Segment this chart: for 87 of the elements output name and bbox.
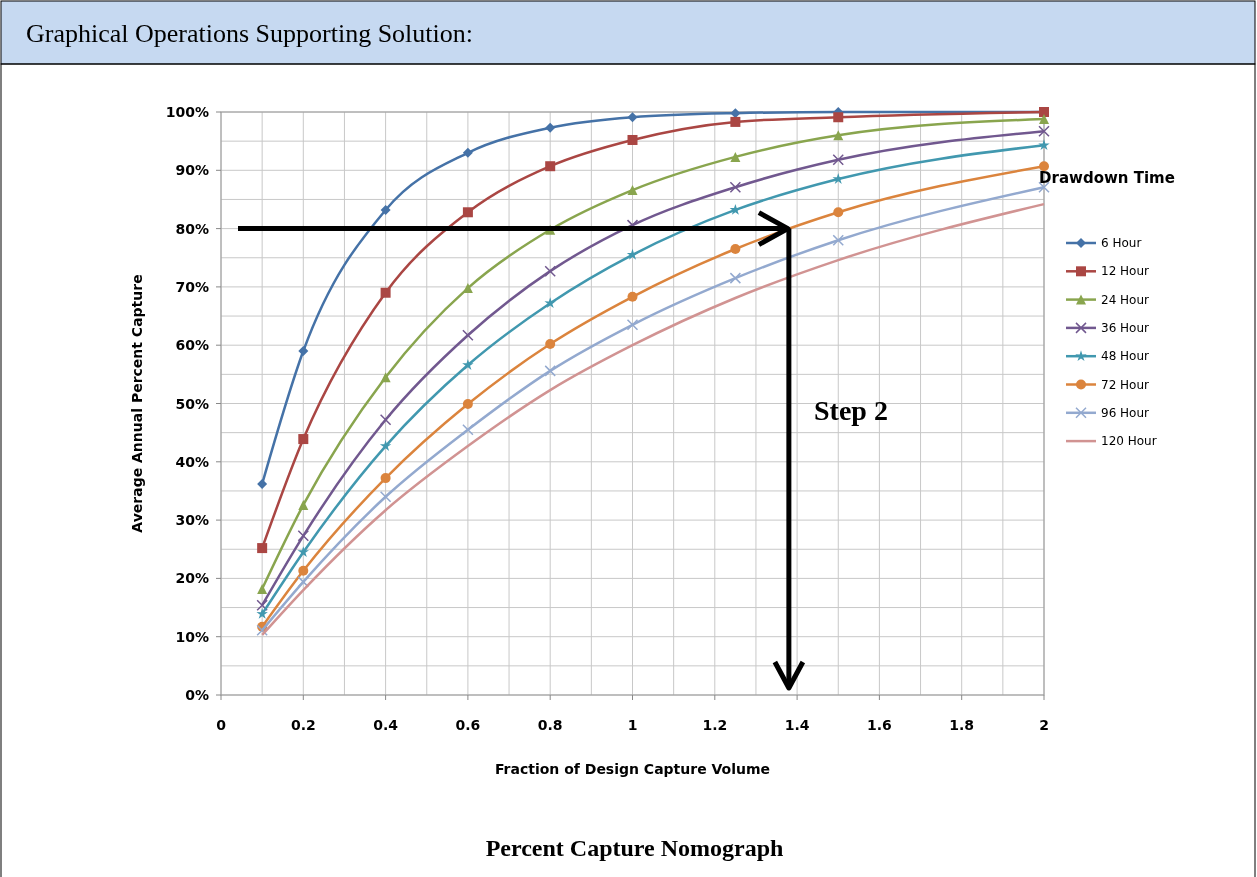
x-tick-label: 1 <box>627 717 638 733</box>
legend-label: 96 Hour <box>1101 405 1150 420</box>
x-tick-label: 0.2 <box>290 717 316 733</box>
y-tick-label: 10% <box>175 628 209 645</box>
point <box>544 297 556 309</box>
y-tick-label: 100% <box>165 104 209 120</box>
y-tick-label: 80% <box>175 220 209 237</box>
point <box>380 204 391 215</box>
point <box>380 473 391 484</box>
point <box>257 583 268 594</box>
point <box>833 130 844 141</box>
x-tick-label: 0.6 <box>455 717 481 733</box>
legend-label: 48 Hour <box>1101 349 1150 364</box>
point <box>833 207 844 218</box>
point <box>729 181 742 193</box>
point <box>380 372 391 383</box>
point <box>256 607 268 619</box>
point <box>462 423 474 436</box>
point <box>627 112 638 123</box>
point <box>626 248 639 260</box>
legend-label: 72 Hour <box>1101 377 1150 392</box>
x-tick-label: 0 <box>216 717 227 733</box>
point <box>1039 114 1049 124</box>
legend-title: Drawdown Time <box>1039 169 1175 187</box>
legend-label: 36 Hour <box>1101 320 1150 335</box>
y-tick-label: 0% <box>185 687 209 703</box>
point <box>462 147 473 158</box>
point <box>627 185 638 196</box>
y-tick-label: 60% <box>175 337 209 354</box>
chart-title: Graphical Operations Supporting Solution: <box>26 19 474 48</box>
point <box>544 265 556 277</box>
point <box>462 329 474 342</box>
point <box>1039 161 1049 172</box>
point <box>297 546 310 558</box>
point <box>627 291 638 302</box>
point <box>832 154 844 166</box>
point <box>298 565 309 576</box>
point <box>297 576 310 588</box>
point <box>545 122 556 133</box>
point <box>298 499 309 510</box>
point <box>298 434 309 445</box>
x-tick-label: 1.4 <box>784 717 810 733</box>
point <box>729 272 742 284</box>
x-tick-label: 1.8 <box>949 717 975 733</box>
point <box>1038 125 1050 137</box>
point <box>256 599 268 611</box>
x-tick-label: 0.8 <box>537 717 563 733</box>
y-tick-label: 90% <box>175 162 209 179</box>
legend-label: 6 Hour <box>1101 236 1142 250</box>
point <box>379 440 392 451</box>
y-tick-label: 70% <box>175 278 209 295</box>
point <box>545 161 556 172</box>
point <box>833 112 844 123</box>
point <box>379 414 392 426</box>
legend-label: 120 Hour <box>1101 434 1157 449</box>
legend-label: 12 Hour <box>1101 264 1150 279</box>
point <box>627 134 638 145</box>
x-tick-label: 1.2 <box>702 717 728 733</box>
point <box>462 399 473 410</box>
point <box>257 478 268 489</box>
y-tick-label: 20% <box>175 570 209 587</box>
point <box>297 530 310 542</box>
point <box>462 207 473 218</box>
point <box>462 359 474 370</box>
y-axis-title: Average Annual Percent Capture <box>129 274 145 533</box>
point <box>545 339 556 350</box>
annotation: Step 2 <box>814 395 888 426</box>
point <box>298 346 309 357</box>
point <box>257 543 268 554</box>
legend-label: 24 Hour <box>1101 292 1150 307</box>
x-axis-title: Fraction of Design Capture Volume <box>494 761 771 777</box>
point <box>380 287 391 298</box>
point <box>730 151 741 162</box>
x-tick-label: 0.4 <box>373 717 399 733</box>
point <box>730 244 741 255</box>
y-tick-label: 40% <box>175 453 209 470</box>
point <box>544 365 556 377</box>
point <box>626 319 639 331</box>
y-tick-label: 50% <box>175 395 209 412</box>
point <box>832 234 844 247</box>
point <box>730 116 741 127</box>
text: Percent Capture Nomograph <box>485 835 784 861</box>
x-tick-label: 2 <box>1039 717 1049 733</box>
y-tick-label: 30% <box>175 512 209 529</box>
point <box>1038 139 1050 151</box>
x-tick-label: 1.6 <box>866 717 892 733</box>
point <box>256 624 268 637</box>
